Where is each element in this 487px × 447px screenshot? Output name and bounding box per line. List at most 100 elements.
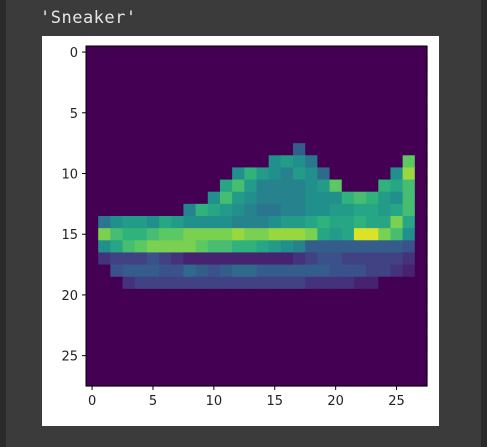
pixel-cell-r0-c26	[402, 46, 416, 59]
pixel-cell-r6-c9	[195, 118, 209, 132]
pixel-cell-r7-c1	[98, 131, 111, 144]
pixel-cell-r20-c15	[268, 288, 282, 302]
pixel-cell-r24-c1	[98, 337, 111, 351]
pixel-cell-r0-c2	[110, 46, 124, 59]
pixel-cell-r4-c13	[244, 94, 258, 108]
pixel-cell-r6-c21	[341, 118, 355, 132]
pixel-cell-r12-c2	[110, 191, 124, 205]
pixel-cell-r22-c16	[280, 313, 294, 326]
pixel-cell-r3-c3	[122, 82, 136, 96]
pixel-cell-r12-c8	[183, 191, 197, 205]
pixel-cell-r12-c10	[207, 191, 221, 205]
pixel-cell-r6-c26	[402, 118, 416, 132]
pixel-cell-r3-c26	[402, 82, 416, 96]
pixel-cell-r27-c5	[146, 373, 160, 387]
pixel-cell-r4-c23	[366, 94, 379, 108]
pixel-cell-r17-c6	[159, 252, 172, 266]
pixel-cell-r26-c5	[146, 361, 160, 375]
pixel-cell-r9-c12	[232, 155, 245, 169]
pixel-cell-r24-c15	[268, 337, 282, 351]
pixel-cell-r23-c14	[256, 325, 270, 339]
pixel-cell-r7-c18	[305, 131, 318, 144]
pixel-cell-r1-c22	[353, 58, 367, 71]
pixel-cell-r16-c24	[378, 240, 392, 254]
pixel-cell-r9-c11	[219, 155, 233, 169]
pixel-cell-r22-c14	[256, 313, 270, 326]
pixel-cell-r4-c22	[353, 94, 367, 108]
pixel-cell-r2-c20	[329, 70, 343, 84]
pixel-cell-r3-c17	[293, 82, 306, 96]
pixel-cell-r27-c16	[280, 373, 294, 387]
pixel-cell-r1-c24	[378, 58, 392, 71]
pixel-cell-r5-c6	[159, 106, 172, 120]
pixel-cell-r16-c9	[195, 240, 209, 254]
pixel-cell-r10-c11	[219, 167, 233, 181]
pixel-cell-r7-c25	[390, 131, 404, 144]
pixel-cell-r20-c24	[378, 288, 392, 302]
pixel-cell-r19-c12	[232, 276, 245, 290]
pixel-cell-r15-c3	[122, 228, 136, 241]
pixel-cell-r8-c1	[98, 143, 111, 156]
pixel-cell-r16-c7	[171, 240, 185, 254]
pixel-cell-r9-c14	[256, 155, 270, 169]
pixel-cell-r9-c3	[122, 155, 136, 169]
pixel-cell-r13-c21	[341, 203, 355, 217]
pixel-cell-r21-c10	[207, 301, 221, 314]
pixel-cell-r19-c25	[390, 276, 404, 290]
pixel-cell-r6-c18	[305, 118, 318, 132]
pixel-cell-r2-c17	[293, 70, 306, 84]
pixel-cell-r9-c16	[280, 155, 294, 169]
pixel-cell-r18-c11	[219, 264, 233, 278]
pixel-cell-r12-c7	[171, 191, 185, 205]
pixel-cell-r15-c8	[183, 228, 197, 241]
pixel-cell-r16-c0	[86, 240, 99, 254]
pixel-cell-r6-c5	[146, 118, 160, 132]
pixel-cell-r17-c7	[171, 252, 185, 266]
pixel-cell-r25-c8	[183, 349, 197, 363]
pixel-cell-r11-c26	[402, 179, 416, 193]
pixel-cell-r6-c7	[171, 118, 185, 132]
pixel-cell-r24-c12	[232, 337, 245, 351]
pixel-cell-r5-c1	[98, 106, 111, 120]
pixel-cell-r18-c19	[317, 264, 331, 278]
pixel-cell-r9-c24	[378, 155, 392, 169]
pixel-cell-r6-c16	[280, 118, 294, 132]
pixel-cell-r26-c27	[414, 361, 428, 375]
pixel-cell-r22-c4	[134, 313, 148, 326]
pixel-cell-r10-c17	[293, 167, 306, 181]
pixel-cell-r24-c3	[122, 337, 136, 351]
pixel-cell-r22-c13	[244, 313, 258, 326]
pixel-cell-r0-c6	[159, 46, 172, 59]
x-tick-label-0: 0	[88, 394, 96, 409]
pixel-cell-r9-c9	[195, 155, 209, 169]
pixel-cell-r6-c8	[183, 118, 197, 132]
pixel-cell-r9-c2	[110, 155, 124, 169]
pixel-cell-r5-c20	[329, 106, 343, 120]
pixel-cell-r18-c8	[183, 264, 197, 278]
pixel-cell-r22-c12	[232, 313, 245, 326]
pixel-cell-r2-c13	[244, 70, 258, 84]
pixel-cell-r4-c25	[390, 94, 404, 108]
pixel-cell-r13-c7	[171, 203, 185, 217]
pixel-cell-r8-c24	[378, 143, 392, 156]
pixel-cell-r8-c6	[159, 143, 172, 156]
pixel-cell-r10-c20	[329, 167, 343, 181]
right-scrollbar[interactable]	[481, 0, 487, 447]
y-tick-label-5: 5	[70, 107, 78, 122]
pixel-cell-r1-c15	[268, 58, 282, 71]
pixel-cell-r5-c26	[402, 106, 416, 120]
pixel-cell-r8-c2	[110, 143, 124, 156]
pixel-cell-r3-c25	[390, 82, 404, 96]
pixel-cell-r3-c0	[86, 82, 99, 96]
pixel-cell-r27-c12	[232, 373, 245, 387]
pixel-cell-r1-c3	[122, 58, 136, 71]
pixel-cell-r7-c2	[110, 131, 124, 144]
pixel-cell-r13-c9	[195, 203, 209, 217]
pixel-cell-r5-c24	[378, 106, 392, 120]
pixel-cell-r5-c17	[293, 106, 306, 120]
pixel-cell-r18-c3	[122, 264, 136, 278]
pixel-cell-r7-c24	[378, 131, 392, 144]
pixel-cell-r7-c7	[171, 131, 185, 144]
pixel-cell-r11-c11	[219, 179, 233, 193]
pixel-cell-r14-c18	[305, 216, 318, 229]
